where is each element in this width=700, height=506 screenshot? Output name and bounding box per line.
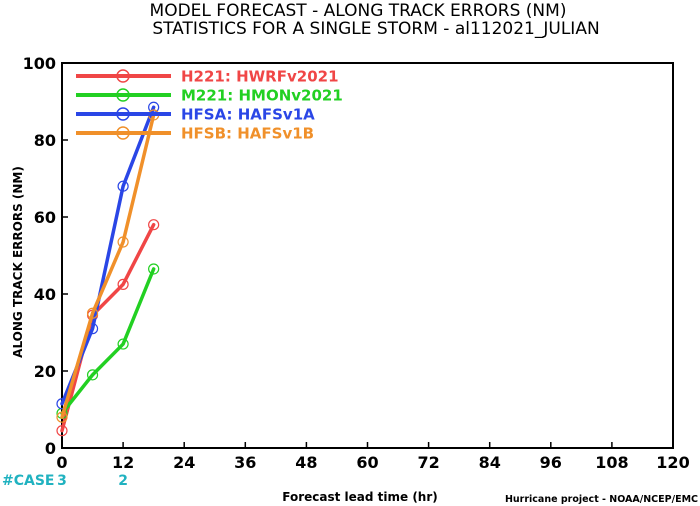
y-tick-label-0: 0 xyxy=(45,439,56,458)
x-axis-ticks: 0 12 24 36 48 60 72 84 96 108 120 xyxy=(56,442,690,472)
series-3-point-0 xyxy=(56,411,68,423)
x-tick-label-7: 84 xyxy=(479,453,501,472)
case-counts: #CASE 3 2 xyxy=(2,473,128,489)
chart-subtitle: STATISTICS FOR A SINGLE STORM - al112021… xyxy=(152,19,599,39)
legend-label-2: HFSA: HAFSv1A xyxy=(181,106,315,124)
x-tick-label-2: 24 xyxy=(173,453,195,472)
x-tick-label-5: 60 xyxy=(356,453,378,472)
chart-title: MODEL FORECAST - ALONG TRACK ERRORS (NM) xyxy=(150,1,567,21)
y-axis-ticks: 0 20 40 60 80 100 xyxy=(23,54,68,458)
x-tick-label-9: 108 xyxy=(595,453,628,472)
series-line-1 xyxy=(60,267,156,416)
legend-marker-2 xyxy=(116,107,130,121)
series-0-point-3 xyxy=(148,219,160,231)
series-1-point-2 xyxy=(117,338,129,350)
legend-label-3: HFSB: HAFSv1B xyxy=(181,125,314,143)
x-tick-label-0: 0 xyxy=(56,453,67,472)
legend-marker-1 xyxy=(116,88,130,102)
y-tick-label-2: 40 xyxy=(34,285,56,304)
y-tick-label-5: 100 xyxy=(23,54,56,73)
case-label: #CASE xyxy=(2,473,55,489)
series-line-3 xyxy=(60,113,156,419)
x-tick-label-8: 96 xyxy=(540,453,562,472)
credit-text: Hurricane project - NOAA/NCEP/EMC xyxy=(505,494,698,505)
y-tick-label-3: 60 xyxy=(34,208,56,227)
series-lines xyxy=(56,101,160,437)
x-tick-label-3: 36 xyxy=(234,453,256,472)
series-1-point-3 xyxy=(148,263,160,275)
series-1-point-1 xyxy=(86,369,99,381)
legend-marker-3 xyxy=(116,126,130,140)
case-count-0: 3 xyxy=(57,473,67,489)
y-axis-label: ALONG TRACK ERRORS (NM) xyxy=(11,166,25,358)
x-tick-label-6: 72 xyxy=(417,453,439,472)
y-tick-label-4: 80 xyxy=(34,131,56,150)
legend-marker-0 xyxy=(116,69,130,83)
x-tick-label-10: 120 xyxy=(656,453,689,472)
series-2-point-2 xyxy=(117,180,129,192)
legend-label-0: H221: HWRFv2021 xyxy=(181,68,339,86)
series-line-0 xyxy=(60,222,156,433)
series-0-point-2 xyxy=(117,278,129,290)
x-tick-label-1: 12 xyxy=(112,453,134,472)
legend-label-1: M221: HMONv2021 xyxy=(181,87,343,105)
series-3-point-2 xyxy=(117,236,129,248)
y-tick-label-1: 20 xyxy=(34,362,56,381)
series-3-point-1 xyxy=(86,307,99,319)
x-axis-label: Forecast lead time (hr) xyxy=(282,490,438,504)
series-0-point-0 xyxy=(56,425,68,437)
x-tick-label-4: 48 xyxy=(295,453,317,472)
case-count-1: 2 xyxy=(118,473,128,489)
